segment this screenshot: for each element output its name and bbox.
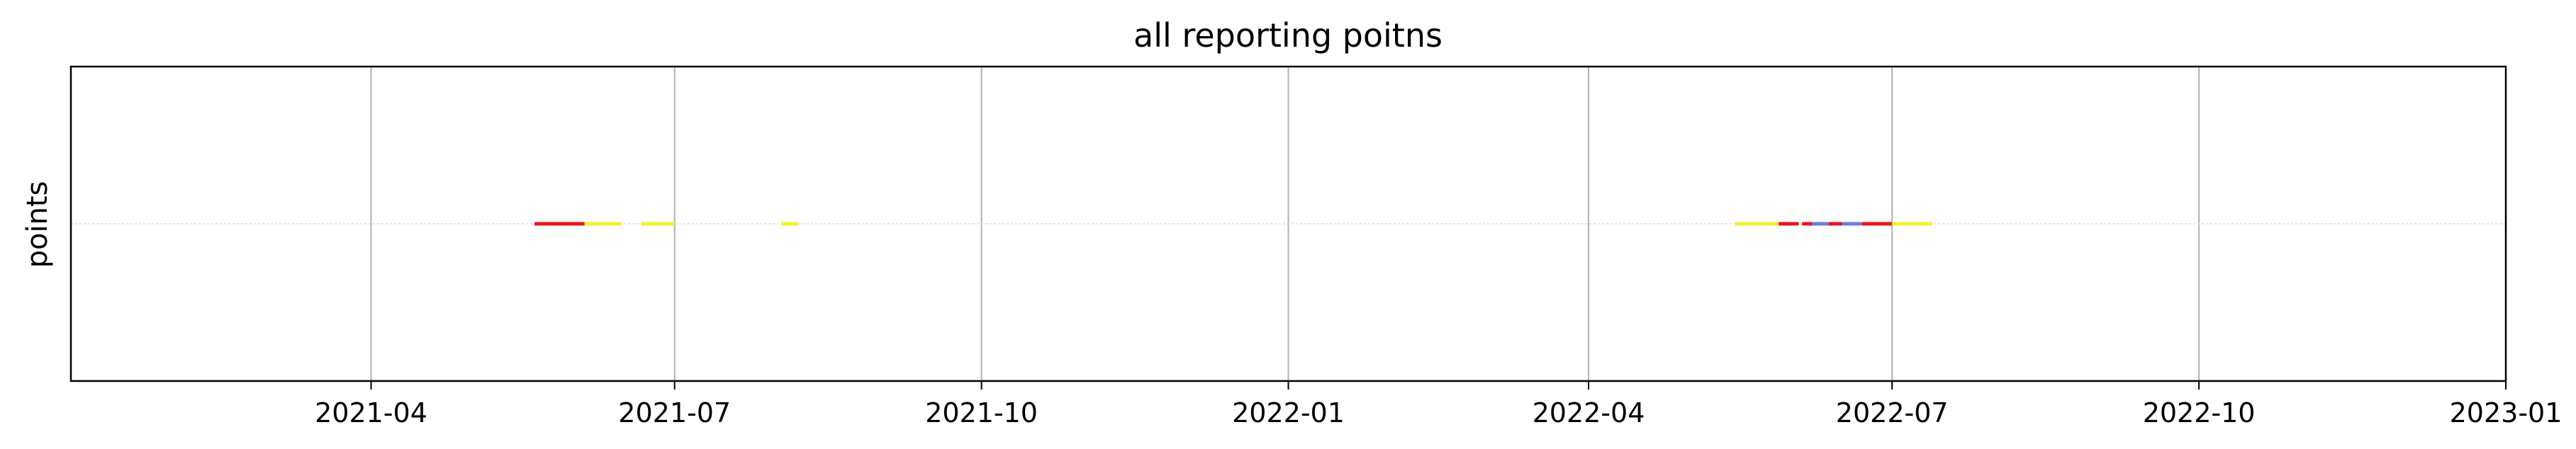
x-tick-label: 2021-10 [925,397,1038,428]
x-axis-ticks: 2021-04 2021-07 2021-10 2022-01 2022-04 2022-… [315,381,2562,428]
x-tick-label: 2022-01 [1232,397,1345,428]
chart-title: all reporting poitns [1133,16,1443,55]
x-tick-label: 2021-07 [618,397,731,428]
y-axis-label: points [21,181,54,268]
x-tick-label: 2022-04 [1533,397,1645,428]
x-tick-label: 2023-01 [2450,397,2563,428]
x-tick-label: 2022-10 [2143,397,2256,428]
x-tick-label: 2022-07 [1836,397,1949,428]
x-tick-label: 2021-04 [315,397,427,428]
